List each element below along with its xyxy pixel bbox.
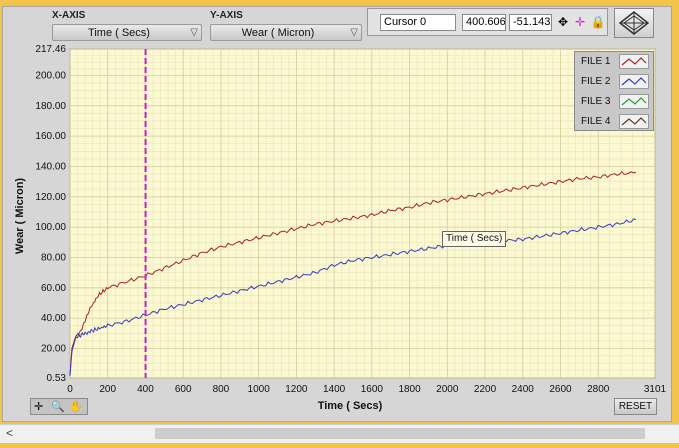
y-axis-title: Wear ( Micron)	[14, 177, 26, 255]
pan-hand-icon[interactable]: ✋	[69, 401, 83, 413]
navigation-button[interactable]	[614, 8, 654, 38]
y-tick-label: 120.00	[35, 192, 66, 203]
cursor-panel: Cursor 0 400.606 -51.1432 ✥ ✛ 🔒	[367, 8, 608, 36]
x-tick-label: 1400	[323, 384, 346, 395]
x-tick-label: 1800	[398, 384, 421, 395]
x-tick-label: 0	[67, 384, 73, 395]
legend-item-file-2[interactable]: FILE 2	[575, 72, 655, 92]
legend-label: FILE 1	[581, 56, 611, 67]
chevron-down-icon: ▽	[350, 27, 358, 38]
x-axis-label: X-AXIS	[52, 10, 86, 21]
scrollbar-thumb[interactable]	[155, 428, 645, 439]
x-tick-label: 1000	[248, 384, 271, 395]
x-tick-label: 200	[99, 384, 116, 395]
crosshair-move-icon[interactable]: ✥	[557, 15, 569, 29]
legend-label: FILE 4	[581, 116, 611, 127]
x-tick-label: 3101	[644, 384, 667, 395]
graph-palette: ✛ 🔍 ✋	[30, 398, 88, 415]
y-tick-label: 100.00	[35, 222, 66, 233]
cursor-style-icon[interactable]: ✛	[574, 15, 586, 29]
x-tick-label: 600	[175, 384, 192, 395]
y-axis-dropdown-value: Wear ( Micron)	[241, 27, 315, 39]
legend-label: FILE 2	[581, 76, 611, 87]
x-tick-label: 2200	[474, 384, 497, 395]
plot-background	[69, 48, 656, 379]
diamond-navigation-icon	[618, 11, 650, 35]
y-axis-label: Y-AXIS	[210, 10, 243, 21]
y-tick-label: 140.00	[35, 161, 66, 172]
series-line-1	[69, 170, 636, 376]
zoom-icon[interactable]: 🔍	[51, 401, 65, 413]
x-tick-label: 2600	[549, 384, 572, 395]
y-tick-label: 20.00	[41, 343, 66, 354]
y-tick-label: 80.00	[41, 252, 66, 263]
legend-item-file-1[interactable]: FILE 1	[575, 52, 655, 72]
y-tick-label: 0.53	[47, 373, 67, 384]
x-tick-label: 2800	[587, 384, 610, 395]
x-tick-label: 400	[137, 384, 154, 395]
legend-label: FILE 3	[581, 96, 611, 107]
y-tick-label: 180.00	[35, 101, 66, 112]
x-axis-dropdown-value: Time ( Secs)	[88, 27, 150, 39]
x-axis-title: Time ( Secs)	[317, 400, 383, 412]
legend-swatch	[619, 114, 649, 129]
y-tick-label: 217.46	[35, 44, 66, 55]
y-tick-label: 160.00	[35, 131, 66, 142]
legend-item-file-4[interactable]: FILE 4	[575, 112, 655, 132]
legend-swatch	[619, 54, 649, 69]
x-tick-label: 800	[213, 384, 230, 395]
cursor-x-field[interactable]: 400.606	[462, 14, 506, 31]
legend-swatch	[619, 74, 649, 89]
cursor-move-tool-icon[interactable]: ✛	[34, 401, 44, 413]
x-tick-label: 1600	[361, 384, 384, 395]
cursor-y-field[interactable]: -51.1432	[509, 14, 552, 31]
x-tick-label: 2400	[512, 384, 535, 395]
series-line-2	[69, 218, 637, 376]
y-axis-dropdown[interactable]: Wear ( Micron) ▽	[210, 24, 362, 41]
lock-icon[interactable]: 🔒	[590, 15, 606, 29]
y-tick-label: 200.00	[35, 70, 66, 81]
cursor-name-field[interactable]: Cursor 0	[380, 14, 456, 31]
x-tick-label: 1200	[285, 384, 308, 395]
x-axis-dropdown[interactable]: Time ( Secs) ▽	[52, 24, 202, 41]
legend-swatch	[619, 94, 649, 109]
chevron-left-icon[interactable]: <	[6, 426, 14, 440]
y-tick-label: 60.00	[41, 283, 66, 294]
horizontal-scrollbar[interactable]: <	[0, 424, 679, 443]
legend-item-file-3[interactable]: FILE 3	[575, 92, 655, 112]
chevron-down-icon: ▽	[190, 27, 198, 38]
reset-button[interactable]: RESET	[614, 398, 657, 415]
x-tick-label: 2000	[436, 384, 459, 395]
y-tick-label: 40.00	[41, 313, 66, 324]
cursor-tooltip: Time ( Secs)	[442, 231, 507, 247]
plot-legend[interactable]: FILE 1 FILE 2 FILE 3 FILE 4	[574, 51, 654, 131]
